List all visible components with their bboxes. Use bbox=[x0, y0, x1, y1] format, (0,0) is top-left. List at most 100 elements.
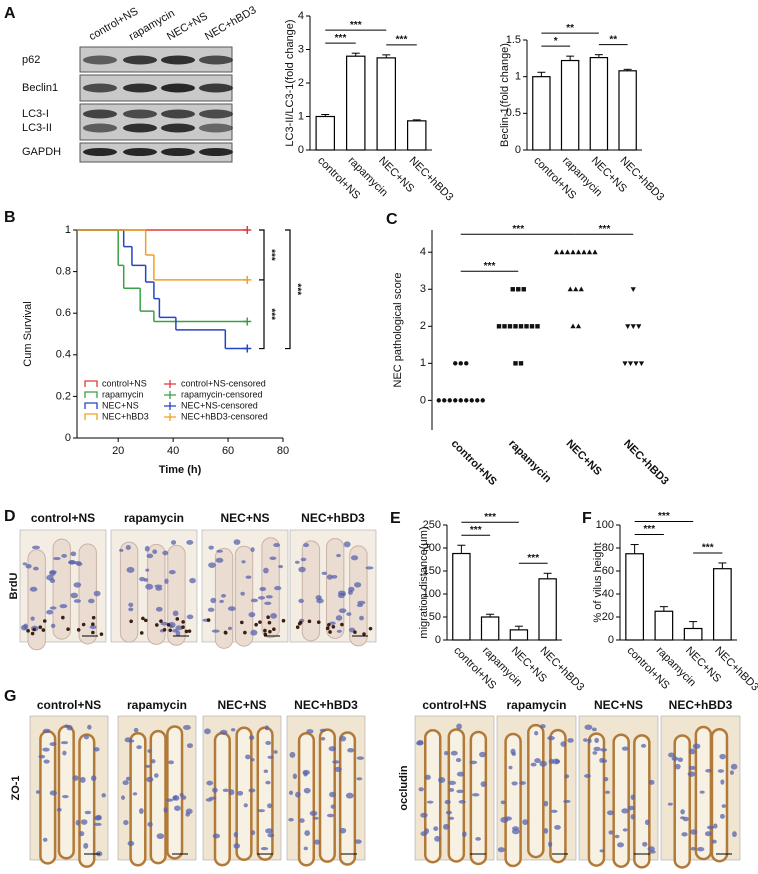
nucleus bbox=[264, 601, 272, 605]
nucleus bbox=[621, 808, 629, 814]
villus bbox=[234, 545, 254, 647]
nucleus bbox=[679, 816, 686, 820]
column-title: NEC+hBD3 bbox=[669, 698, 733, 712]
nucleus bbox=[150, 759, 156, 764]
nucleus bbox=[711, 839, 717, 844]
nucleus bbox=[231, 728, 236, 732]
nucleus bbox=[212, 833, 221, 839]
brdu-positive bbox=[295, 625, 300, 630]
brdu-positive bbox=[32, 627, 36, 632]
nucleus bbox=[147, 822, 153, 827]
brdu-positive bbox=[254, 622, 258, 627]
nucleus bbox=[677, 757, 684, 763]
blot-band bbox=[161, 123, 195, 133]
nucleus bbox=[552, 758, 560, 765]
score-dot bbox=[636, 324, 642, 330]
nucleus bbox=[208, 545, 214, 550]
nucleus bbox=[627, 805, 635, 811]
y-axis-label: % of vilus height bbox=[592, 542, 604, 622]
y-tick-label: 0 bbox=[298, 144, 304, 156]
nucleus bbox=[365, 566, 374, 570]
nucleus bbox=[267, 803, 273, 809]
nucleus bbox=[330, 804, 335, 809]
nucleus bbox=[62, 794, 69, 799]
nucleus bbox=[717, 769, 725, 773]
brdu-positive bbox=[316, 620, 321, 625]
nucleus bbox=[22, 562, 27, 566]
nucleus bbox=[183, 724, 191, 730]
score-dot bbox=[630, 324, 636, 330]
nucleus bbox=[443, 750, 449, 756]
nucleus bbox=[165, 798, 174, 802]
score-dot bbox=[592, 249, 598, 255]
brdu-positive bbox=[61, 615, 65, 620]
significance-bracket bbox=[259, 279, 265, 350]
villus bbox=[27, 549, 46, 651]
nucleus bbox=[354, 582, 362, 588]
nucleus bbox=[469, 760, 478, 765]
bar bbox=[480, 616, 500, 641]
nucleus bbox=[56, 807, 62, 812]
bar bbox=[538, 578, 557, 641]
nucleus bbox=[617, 842, 625, 848]
nucleus bbox=[560, 741, 567, 747]
nucleus bbox=[475, 837, 481, 841]
nucleus bbox=[692, 743, 701, 749]
nucleus bbox=[480, 781, 487, 788]
score-dot bbox=[453, 361, 458, 366]
nucleus bbox=[534, 731, 539, 736]
nucleus bbox=[189, 577, 196, 584]
nucleus bbox=[462, 831, 467, 838]
nucleus bbox=[208, 796, 217, 800]
blot-row-label: LC3-II bbox=[22, 122, 52, 134]
nucleus bbox=[306, 729, 314, 734]
brdu-positive bbox=[368, 626, 373, 631]
score-dot bbox=[529, 324, 535, 329]
nucleus bbox=[160, 621, 169, 626]
nucleus bbox=[35, 790, 41, 794]
legend-swatch bbox=[84, 402, 98, 409]
y-tick-label: 0.8 bbox=[56, 266, 71, 278]
nucleus bbox=[339, 827, 347, 834]
nucleus bbox=[257, 596, 266, 600]
score-dot bbox=[581, 249, 587, 255]
score-dot bbox=[518, 324, 524, 329]
nucleus bbox=[73, 599, 82, 603]
score-dot bbox=[570, 249, 576, 255]
nucleus bbox=[289, 751, 296, 758]
y-tick-label: 1 bbox=[298, 110, 304, 122]
nucleus bbox=[339, 735, 347, 742]
nucleus bbox=[303, 543, 310, 548]
nucleus bbox=[123, 819, 129, 826]
brdu-positive bbox=[206, 618, 211, 622]
nucleus bbox=[207, 607, 215, 612]
nucleus bbox=[539, 760, 547, 767]
nucleus bbox=[250, 598, 258, 603]
nucleus bbox=[357, 600, 366, 605]
column-title: NEC+NS bbox=[217, 698, 266, 712]
nucleus bbox=[42, 837, 48, 842]
nucleus bbox=[29, 586, 38, 592]
brdu-positive bbox=[139, 631, 144, 635]
nucleus bbox=[121, 795, 126, 800]
nucleus bbox=[88, 598, 95, 604]
nucleus bbox=[42, 728, 51, 734]
nucleus bbox=[336, 553, 341, 558]
nucleus bbox=[64, 724, 69, 728]
nucleus bbox=[348, 586, 355, 592]
nucleus bbox=[295, 791, 301, 798]
nucleus bbox=[622, 828, 628, 832]
brdu-positive bbox=[223, 631, 228, 635]
nucleus bbox=[59, 604, 68, 609]
nucleus bbox=[168, 621, 176, 628]
nucleus bbox=[593, 746, 601, 752]
significance-label: *** bbox=[658, 511, 670, 522]
nucleus bbox=[424, 774, 431, 780]
nucleus bbox=[84, 810, 92, 815]
nucleus bbox=[548, 841, 553, 848]
brdu-positive bbox=[42, 619, 47, 623]
nucleus bbox=[90, 775, 97, 782]
nucleus bbox=[125, 545, 131, 550]
censor-mark bbox=[243, 317, 252, 326]
